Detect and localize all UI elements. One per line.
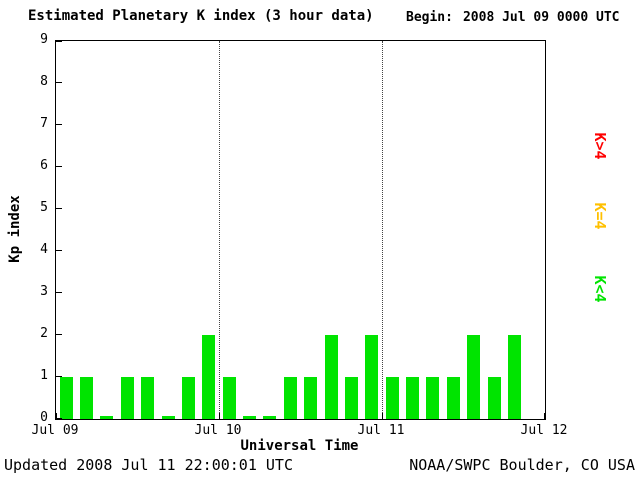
day-gridline (382, 41, 383, 419)
chart-title: Estimated Planetary K index (3 hour data… (28, 8, 374, 24)
kp-bar (324, 335, 338, 419)
y-tick-mark (56, 82, 62, 83)
kp-bar (161, 416, 175, 419)
x-tick-mark (56, 413, 57, 419)
y-tick-mark (56, 166, 62, 167)
y-tick-label: 7 (40, 116, 48, 131)
kp-bar (120, 377, 134, 419)
y-tick-mark (56, 41, 62, 42)
x-tick-label: Jul 12 (520, 423, 568, 438)
kp-bar (406, 377, 420, 419)
y-tick-label: 4 (40, 242, 48, 257)
kp-bar (344, 377, 358, 419)
begin-value: 2008 Jul 09 0000 UTC (462, 10, 620, 25)
y-axis-label: Kp index (7, 195, 23, 263)
y-tick-mark (56, 124, 62, 125)
kp-bar (263, 416, 277, 419)
noaa-credit: NOAA/SWPC Boulder, CO USA (409, 456, 635, 474)
kp-bar (100, 416, 114, 419)
y-tick-label: 8 (40, 74, 48, 89)
kp-bar (283, 377, 297, 419)
begin-info: Begin: 2008 Jul 09 0000 UTC (406, 10, 620, 25)
kp-bar (507, 335, 521, 419)
kp-bar (202, 335, 216, 419)
y-tick-mark (56, 334, 62, 335)
y-tick-label: 6 (40, 158, 48, 173)
x-tick-label: Jul 11 (357, 423, 405, 438)
updated-timestamp: Updated 2008 Jul 11 22:00:01 UTC (4, 456, 293, 474)
x-tick-mark (382, 413, 383, 419)
y-tick-label: 1 (40, 368, 48, 383)
y-tick-mark (56, 208, 62, 209)
x-tick-label: Jul 09 (31, 423, 79, 438)
x-axis-label: Universal Time (240, 438, 359, 454)
plot-area (55, 40, 546, 420)
x-tick-label: Jul 10 (194, 423, 242, 438)
y-tick-label: 3 (40, 284, 48, 299)
kp-bar (467, 335, 481, 419)
kp-bar (59, 377, 73, 419)
y-tick-mark (56, 250, 62, 251)
kp-bar (365, 335, 379, 419)
legend-label-0: K>4 (591, 132, 609, 160)
x-tick-mark (544, 413, 545, 419)
kp-bar (446, 377, 460, 419)
day-gridline (219, 41, 220, 419)
y-tick-label: 5 (40, 200, 48, 215)
legend-label-1: K=4 (591, 202, 609, 230)
kp-bar (385, 377, 399, 419)
x-tick-mark (219, 413, 220, 419)
kp-bar (222, 377, 236, 419)
y-tick-label: 9 (40, 32, 48, 47)
legend-label-2: K<4 (591, 275, 609, 303)
kp-bar (141, 377, 155, 419)
y-tick-mark (56, 376, 62, 377)
y-tick-label: 2 (40, 326, 48, 341)
kp-bar (304, 377, 318, 419)
kp-bar (80, 377, 94, 419)
y-tick-mark (56, 418, 62, 419)
kp-bar (487, 377, 501, 419)
begin-label: Begin: (406, 10, 453, 25)
kp-bar (181, 377, 195, 419)
kp-bar (426, 377, 440, 419)
y-tick-mark (56, 292, 62, 293)
y-tick-label: 0 (40, 410, 48, 425)
kp-bar (243, 416, 257, 419)
